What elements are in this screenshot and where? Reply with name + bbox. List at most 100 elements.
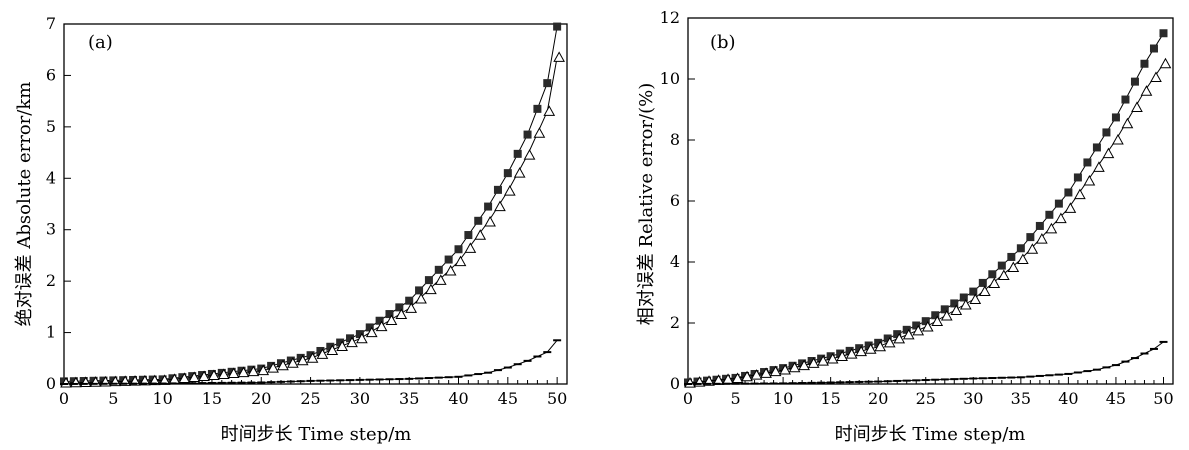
x-tick-label: 15 [202,389,222,408]
data-point-triangle [346,336,358,348]
data-point-square [553,22,562,31]
data-point-square [365,323,374,332]
data-point-square [326,342,335,351]
x-tick-label: 25 [300,389,320,408]
data-point-square [444,255,453,264]
x-tick-label: 35 [1011,389,1031,408]
data-point-triangle [798,359,810,371]
data-point-triangle [513,167,526,178]
data-point-triangle [826,352,839,364]
data-point-square [306,351,315,360]
data-point-triangle [1026,243,1039,254]
data-point-square [474,216,483,225]
data-point-triangle [237,366,250,378]
series-dash-marker [684,340,1168,385]
series-line [687,63,1164,384]
y-tick-label: 10 [660,69,680,88]
data-point-square [336,338,345,347]
x-tick-label: 20 [251,389,271,408]
data-point-square [385,310,394,319]
data-point-square [503,169,512,178]
x-tick-label: 50 [547,389,567,408]
data-point-square [921,317,930,326]
y-tick-label: 7 [46,14,56,33]
data-point-square [1121,95,1130,104]
x-tick-label: 25 [916,389,936,408]
data-point-triangle [188,371,201,382]
data-point-triangle [306,352,319,363]
x-tick-label: 0 [683,389,693,408]
data-point-triangle [750,369,763,380]
data-point-square [845,346,854,355]
y-tick-label: 0 [46,374,56,393]
data-point-triangle [807,357,820,368]
panel-label: (a) [88,32,113,53]
data-point-triangle [1102,147,1115,159]
x-tick-label: 0 [59,389,69,408]
series-open-triangle [60,51,565,388]
data-point-triangle [316,348,329,359]
series-filled-square [60,22,562,386]
data-point-triangle [883,336,896,348]
data-point-square [1092,143,1101,152]
data-point-triangle [836,350,849,362]
data-point-triangle [817,355,829,366]
data-point-triangle [247,365,260,377]
data-point-triangle [959,298,972,310]
data-point-triangle [227,367,240,379]
data-point-square [276,359,285,368]
data-point-triangle [864,343,877,354]
x-axis-title: 时间步长 Time step/m [835,424,1026,445]
data-point-triangle [1055,212,1067,224]
data-point-triangle [494,200,506,212]
data-point-square [523,130,532,139]
data-point-square [415,286,424,295]
data-point-square [997,261,1006,270]
series-line [63,26,558,382]
data-point-triangle [912,324,925,336]
data-point-triangle [741,370,753,382]
data-point-triangle [1131,101,1143,112]
x-tick-label: 40 [1058,389,1078,408]
data-point-triangle [286,357,299,368]
x-tick-label: 15 [820,389,840,408]
data-point-triangle [296,354,309,366]
data-point-square [817,354,826,363]
data-point-square [826,352,835,361]
data-point-square [454,245,463,254]
x-tick-label: 5 [730,389,740,408]
plot-frame [63,23,568,385]
data-point-triangle [415,293,427,304]
y-tick-label: 12 [660,8,680,27]
series-open-triangle [684,57,1172,388]
data-point-square [355,330,364,339]
data-point-triangle [375,320,388,332]
series-line [63,57,558,384]
x-tick-label: 50 [1153,389,1173,408]
y-tick-label: 4 [670,252,680,271]
data-point-triangle [845,348,858,359]
data-point-triangle [1121,117,1134,129]
data-point-triangle [425,283,437,295]
data-point-triangle [1083,174,1096,186]
y-axis-title: 相对误差 Relative error/(%) [636,83,657,325]
data-point-square [493,185,502,194]
axis-ticks: 0 5 10 15 20 25 30 35 40 45 50 0 2 4 6 8 10 12 [660,8,1174,408]
data-point-square [434,265,443,274]
data-point-triangle [1045,222,1058,234]
data-point-triangle [257,364,270,376]
data-point-square [988,270,997,279]
data-point-triangle [921,320,934,332]
y-tick-label: 4 [46,168,56,187]
data-point-triangle [1007,261,1020,273]
data-point-triangle [533,127,546,138]
data-point-square [855,344,864,353]
x-tick-label: 5 [108,389,118,408]
y-tick-label: 6 [46,65,56,84]
data-point-triangle [1140,85,1153,96]
data-point-square [1102,128,1111,137]
series-dash-marker [60,339,562,385]
data-point-triangle [1036,233,1048,244]
y-tick-label: 0 [670,374,680,393]
